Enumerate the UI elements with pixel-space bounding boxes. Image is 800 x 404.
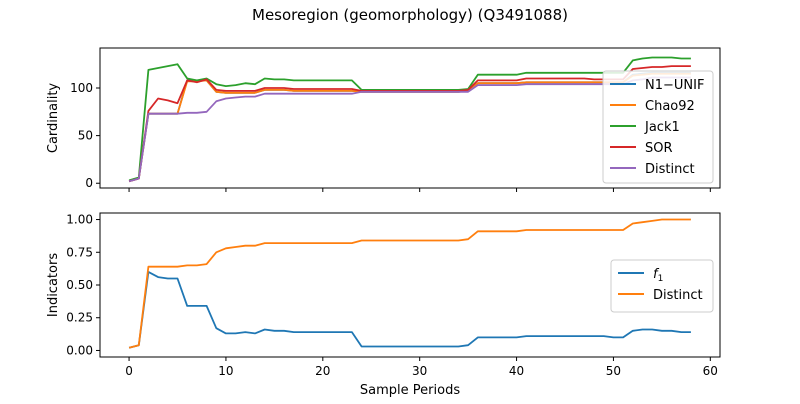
cardinality-series-jack1-line [128,56,691,182]
indicators-series-distinct-line [128,218,691,349]
cardinality-legend-label-chao92: Chao92 [645,99,695,114]
indicators-y-axis-label: Indicators [46,253,61,317]
indicators-x-tick-label: 30 [412,364,427,378]
indicators-y-tick-label: 1.00 [66,213,93,227]
indicators-legend-label-distinct: Distinct [653,288,703,303]
indicators-y-tick-label: 0.25 [66,311,93,325]
indicators-y-tick-label: 0.75 [66,245,93,259]
cardinality-y-tick-label: 0 [85,176,93,190]
cardinality-legend-label-n1-unif: N1−UNIF [645,78,704,93]
indicators-legend-label-f1: f1 [653,267,663,284]
cardinality-series-distinct-line [128,76,691,183]
cardinality-y-tick-label: 100 [70,81,93,95]
cardinality-legend-label-jack1: Jack1 [644,120,680,135]
indicators-x-tick-label: 0 [125,364,133,378]
indicators-legend-box [610,259,714,313]
cardinality-y-axis-label: Cardinality [46,83,61,154]
indicators-x-axis-label: Sample Periods [360,383,460,398]
indicators-legend: f1 Distinct [610,259,714,313]
indicators-x-tick-label: 40 [509,364,524,378]
cardinality-legend-label-distinct: Distinct [645,162,695,177]
cardinality-legend-box [602,70,714,184]
indicators-y-tick-label: 0.00 [66,343,93,357]
indicators-x-tick-label: 50 [606,364,621,378]
cardinality-legend: N1−UNIF Chao92 Jack1 SOR Distinct [602,70,714,184]
cardinality-legend-label-sor: SOR [645,141,673,156]
cardinality-y-tick-label: 50 [78,129,93,143]
cardinality-panel: 0 50 100 Cardinality N1−UNIF Chao92 Jack1 SOR Di… [46,47,721,192]
cardinality-axes-frame [99,47,721,189]
indicators-x-tick-label: 60 [703,364,718,378]
indicators-x-tick-label: 20 [315,364,330,378]
indicators-panel: 0 10 20 30 40 50 60 0.00 0.25 0.50 0.75 1.00 Indicat… [46,212,721,398]
indicators-x-tick-label: 10 [218,364,233,378]
indicators-y-tick-label: 0.50 [66,278,93,292]
indicators-series-f1-line [128,271,691,349]
figure-title: Mesoregion (geomorphology) (Q3491088) [252,6,568,24]
